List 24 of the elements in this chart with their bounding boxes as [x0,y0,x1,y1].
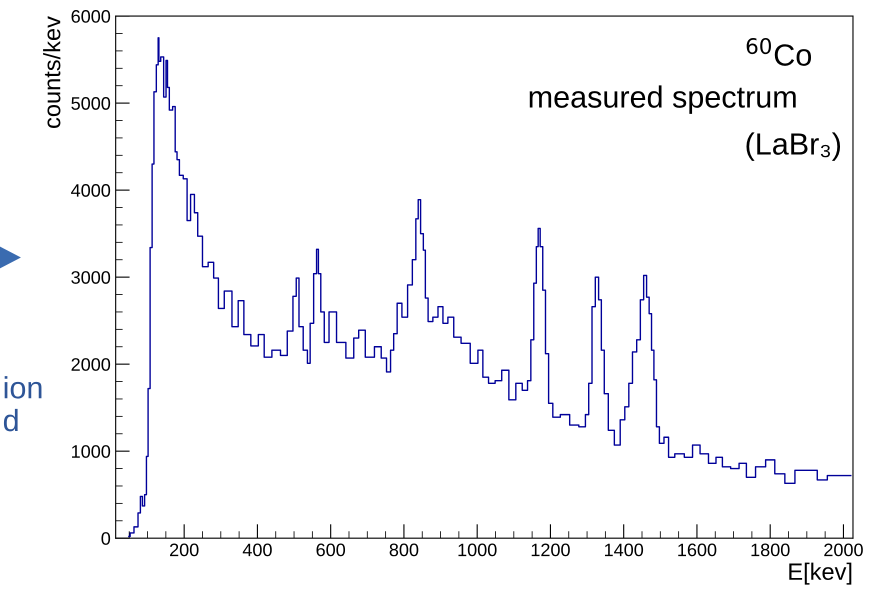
annotation: measured spectrum [530,85,796,114]
y-tick-label: 2000 [72,358,110,371]
y-tick-label: 6000 [72,10,110,23]
y-tick-label: 5000 [71,97,110,110]
x-tick-label: 600 [316,544,346,556]
annotation: (LaBr₃) [746,132,840,161]
x-tick-label: 800 [390,544,418,556]
y-tick-label: 0 [101,532,110,545]
x-tick-label: 1400 [604,544,644,556]
text: d [4,408,18,432]
y-tick-label: 1000 [72,445,110,458]
annotation: $^{60}$Co [746,38,812,66]
x-tick-label: 1600 [678,544,716,556]
text: ion [4,376,42,399]
x-axis-title: E[kev] [789,562,852,585]
y-tick-label: 3000 [71,271,110,284]
x-tick-label: 2000 [824,544,863,556]
y-tick-label: 4000 [71,184,110,197]
x-tick-label: 1000 [458,544,497,556]
x-tick-label: 1200 [532,544,570,556]
y-axis-title: counts/kev [43,16,60,128]
x-tick-label: 400 [242,544,272,556]
x-tick-label: 1800 [751,544,790,556]
x-tick-label: 200 [170,544,199,556]
